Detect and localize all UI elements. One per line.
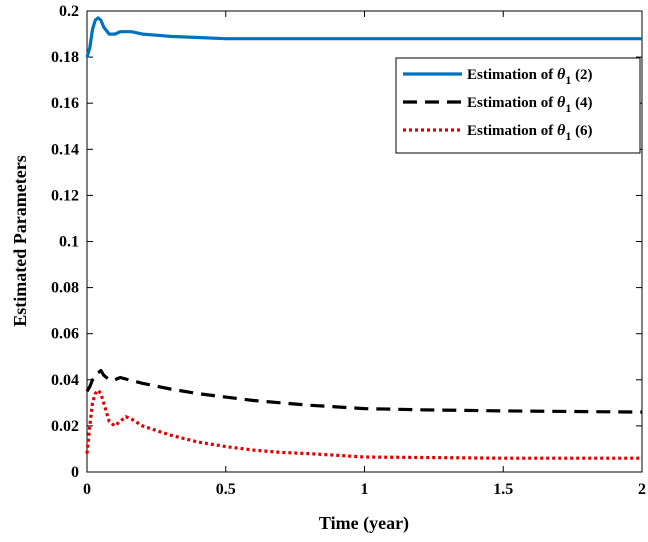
x-tick-label: 0 <box>83 481 91 498</box>
legend-subscript: 1 <box>565 129 571 143</box>
y-tick-label: 0.16 <box>51 95 79 112</box>
y-tick-label: 0.14 <box>51 141 79 158</box>
legend: Estimation of θ1 (2)Estimation of θ1 (4)… <box>395 57 641 154</box>
x-axis: 0 0.5 1 1.5 2 <box>83 11 646 498</box>
legend-label-2: Estimation of θ1 (4) <box>467 94 593 115</box>
series-layer <box>85 16 643 460</box>
legend-label-3: Estimation of θ1 (6) <box>467 122 593 143</box>
y-tick-label: 0.06 <box>51 326 79 343</box>
legend-subscript: 1 <box>565 101 571 115</box>
series-line-2 <box>85 369 643 414</box>
y-tick-label: 0.04 <box>51 372 79 389</box>
legend-prefix: Estimation of <box>467 67 557 83</box>
legend-subscript: 1 <box>565 73 571 87</box>
y-tick-label: 0.18 <box>51 49 79 66</box>
x-axis-label: Time (year) <box>319 513 409 534</box>
series-line-1 <box>85 16 642 58</box>
legend-prefix: Estimation of <box>467 123 557 139</box>
y-tick-label: 0.12 <box>51 187 79 204</box>
x-tick-label: 0.5 <box>216 481 236 498</box>
x-tick-label: 1 <box>361 481 369 498</box>
series-line-3 <box>85 388 642 460</box>
legend-label-1: Estimation of θ1 (2) <box>467 66 593 87</box>
legend-suffix: (6) <box>571 123 592 139</box>
theta-symbol: θ <box>557 122 566 139</box>
y-axis: 0 0.02 0.04 0.06 0.08 0.1 0.12 0.14 0.16 0.18 0.2 <box>51 3 642 481</box>
y-tick-label: 0.1 <box>59 234 79 251</box>
theta-symbol: θ <box>557 66 566 83</box>
y-axis-label: Estimated Parameters <box>10 155 30 326</box>
legend-suffix: (2) <box>571 67 592 83</box>
y-tick-label: 0.02 <box>51 418 79 435</box>
x-tick-label: 1.5 <box>493 481 513 498</box>
theta-symbol: θ <box>557 94 566 111</box>
y-tick-label: 0 <box>71 464 79 481</box>
y-tick-label: 0.2 <box>59 3 79 20</box>
legend-suffix: (4) <box>571 95 592 111</box>
legend-prefix: Estimation of <box>467 95 557 111</box>
x-tick-label: 2 <box>638 481 646 498</box>
y-tick-label: 0.08 <box>51 280 79 297</box>
